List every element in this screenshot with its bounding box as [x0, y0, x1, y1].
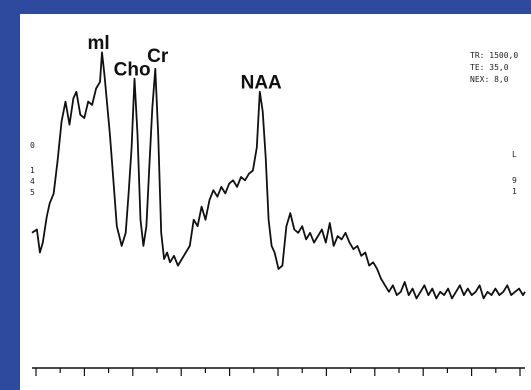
spectrum-panel: ml Cho Cr NAA TR: 1500,0 TE: 35,0 NEX: 8,0 … — [20, 14, 531, 390]
side-left-1: 1 — [30, 166, 35, 175]
side-right-1: 9 — [512, 176, 517, 185]
param-te: TE: 35,0 — [470, 63, 509, 72]
param-tr: TR: 1500,0 — [470, 51, 518, 60]
peak-label-cr: Cr — [147, 46, 169, 67]
x-axis-ticks — [35, 368, 521, 376]
side-right-2: 1 — [512, 187, 517, 196]
spectrum-trace — [31, 51, 526, 300]
param-nex: NEX: 8,0 — [470, 75, 509, 84]
peak-label-naa: NAA — [241, 73, 282, 94]
peak-label-ml: ml — [88, 33, 110, 54]
side-left-3: 5 — [30, 188, 35, 197]
side-right-0: L — [512, 150, 517, 159]
side-left-0: 0 — [30, 141, 35, 150]
peak-label-cho: Cho — [114, 59, 151, 80]
side-left-2: 4 — [30, 177, 35, 186]
